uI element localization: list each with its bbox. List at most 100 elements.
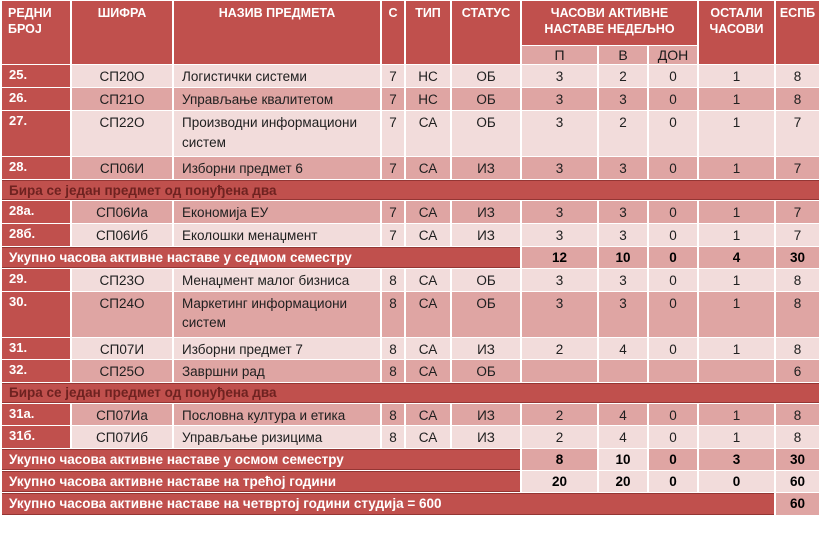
summary-row-year3: Укупно часова активне наставе на трећој … bbox=[2, 470, 819, 492]
course-name: Производни информациони систем bbox=[174, 111, 380, 156]
semester: 8 bbox=[382, 337, 404, 360]
course-row: 28б. СП06Иб Еколошки менаџмент 7 СА ИЗ 3… bbox=[2, 224, 819, 246]
lectures: 3 bbox=[522, 111, 597, 156]
ordinal: 30. bbox=[2, 291, 70, 337]
lectures: 3 bbox=[522, 291, 597, 337]
course-row: 28. СП06И Изборни предмет 6 7 СА ИЗ 3 3 … bbox=[2, 157, 819, 179]
summary-exercises: 10 bbox=[599, 448, 647, 470]
summary-row-sem7: Укупно часова активне наставе у седмом с… bbox=[2, 247, 819, 268]
status: ИЗ bbox=[452, 403, 520, 426]
type: СА bbox=[406, 291, 450, 337]
type: СА bbox=[406, 337, 450, 360]
ordinal: 27. bbox=[2, 111, 70, 156]
exercises: 3 bbox=[599, 157, 647, 179]
summary-espb: 30 bbox=[776, 448, 819, 470]
don: 0 bbox=[649, 291, 697, 337]
lectures: 3 bbox=[522, 157, 597, 179]
course-name: Економија ЕУ bbox=[174, 201, 380, 223]
status: ОБ bbox=[452, 88, 520, 110]
subcol-lectures: П bbox=[522, 46, 597, 64]
don: 0 bbox=[649, 201, 697, 223]
course-name: Маркетинг информациони систем bbox=[174, 291, 380, 337]
semester: 7 bbox=[382, 201, 404, 223]
lectures: 2 bbox=[522, 403, 597, 426]
lectures: 2 bbox=[522, 426, 597, 448]
course-code: СП21О bbox=[72, 88, 172, 110]
course-name: Логистички системи bbox=[174, 65, 380, 87]
exercises: 2 bbox=[599, 65, 647, 87]
summary-espb: 60 bbox=[776, 470, 819, 492]
don: 0 bbox=[649, 269, 697, 291]
col-header-ordinal: РЕДНИ БРОЈ bbox=[2, 1, 70, 64]
type: НС bbox=[406, 65, 450, 87]
semester: 7 bbox=[382, 88, 404, 110]
type: СА bbox=[406, 403, 450, 426]
ordinal: 31. bbox=[2, 337, 70, 360]
semester: 8 bbox=[382, 360, 404, 382]
exercises: 4 bbox=[599, 426, 647, 448]
summary-lectures: 12 bbox=[522, 247, 597, 268]
semester: 7 bbox=[382, 157, 404, 179]
don: 0 bbox=[649, 337, 697, 360]
status: ОБ bbox=[452, 65, 520, 87]
exercises bbox=[599, 360, 647, 382]
lectures: 3 bbox=[522, 224, 597, 246]
header-row: РЕДНИ БРОЈ ШИФРА НАЗИВ ПРЕДМЕТА С ТИП СТ… bbox=[2, 1, 819, 64]
course-name: Пословна култура и етика bbox=[174, 403, 380, 426]
course-code: СП25О bbox=[72, 360, 172, 382]
summary-label: Укупно часова активне наставе у седмом с… bbox=[2, 247, 520, 268]
don: 0 bbox=[649, 88, 697, 110]
other-hours: 1 bbox=[699, 157, 774, 179]
course-name: Изборни предмет 6 bbox=[174, 157, 380, 179]
lectures bbox=[522, 360, 597, 382]
col-header-active-hours: ЧАСОВИ АКТИВНЕ НАСТАВЕ НЕДЕЉНО bbox=[522, 1, 697, 45]
subcol-exercises: В bbox=[599, 46, 647, 64]
col-header-type: ТИП bbox=[406, 1, 450, 64]
course-code: СП24О bbox=[72, 291, 172, 337]
status: ИЗ bbox=[452, 426, 520, 448]
course-name: Менаџмент малог бизниса bbox=[174, 269, 380, 291]
status: ИЗ bbox=[452, 201, 520, 223]
lectures: 3 bbox=[522, 88, 597, 110]
summary-espb: 60 bbox=[776, 492, 819, 515]
course-code: СП07Иа bbox=[72, 403, 172, 426]
other-hours: 1 bbox=[699, 291, 774, 337]
summary-label: Укупно часова активне наставе на трећој … bbox=[2, 470, 520, 492]
other-hours: 1 bbox=[699, 88, 774, 110]
lectures: 2 bbox=[522, 337, 597, 360]
semester: 7 bbox=[382, 65, 404, 87]
course-name: Управљање ризицима bbox=[174, 426, 380, 448]
espb: 8 bbox=[776, 403, 819, 426]
ordinal: 31б. bbox=[2, 426, 70, 448]
ordinal: 28а. bbox=[2, 201, 70, 223]
summary-row-year4: Укупно часова активне наставе на четврто… bbox=[2, 492, 819, 515]
don: 0 bbox=[649, 111, 697, 156]
other-hours bbox=[699, 360, 774, 382]
type: СА bbox=[406, 157, 450, 179]
summary-espb: 30 bbox=[776, 247, 819, 268]
espb: 6 bbox=[776, 360, 819, 382]
col-header-status: СТАТУС bbox=[452, 1, 520, 64]
course-row: 29. СП23О Менаџмент малог бизниса 8 СА О… bbox=[2, 269, 819, 291]
type: СА bbox=[406, 426, 450, 448]
course-code: СП07И bbox=[72, 337, 172, 360]
ordinal: 26. bbox=[2, 88, 70, 110]
exercises: 3 bbox=[599, 269, 647, 291]
subheader-row: П В ДОН bbox=[2, 46, 819, 64]
type: СА bbox=[406, 224, 450, 246]
course-code: СП06Иа bbox=[72, 201, 172, 223]
exercises: 3 bbox=[599, 224, 647, 246]
course-code: СП20О bbox=[72, 65, 172, 87]
lectures: 3 bbox=[522, 65, 597, 87]
status: ОБ bbox=[452, 111, 520, 156]
ordinal: 32. bbox=[2, 360, 70, 382]
course-name: Управљање квалитетом bbox=[174, 88, 380, 110]
course-code: СП06И bbox=[72, 157, 172, 179]
course-row: 27. СП22О Производни информациони систем… bbox=[2, 111, 819, 156]
status: ИЗ bbox=[452, 224, 520, 246]
summary-don: 0 bbox=[649, 470, 697, 492]
course-row: 31а. СП07Иа Пословна култура и етика 8 С… bbox=[2, 403, 819, 426]
course-name: Изборни предмет 7 bbox=[174, 337, 380, 360]
col-header-other-hours: ОСТАЛИ ЧАСОВИ bbox=[699, 1, 774, 64]
espb: 8 bbox=[776, 291, 819, 337]
